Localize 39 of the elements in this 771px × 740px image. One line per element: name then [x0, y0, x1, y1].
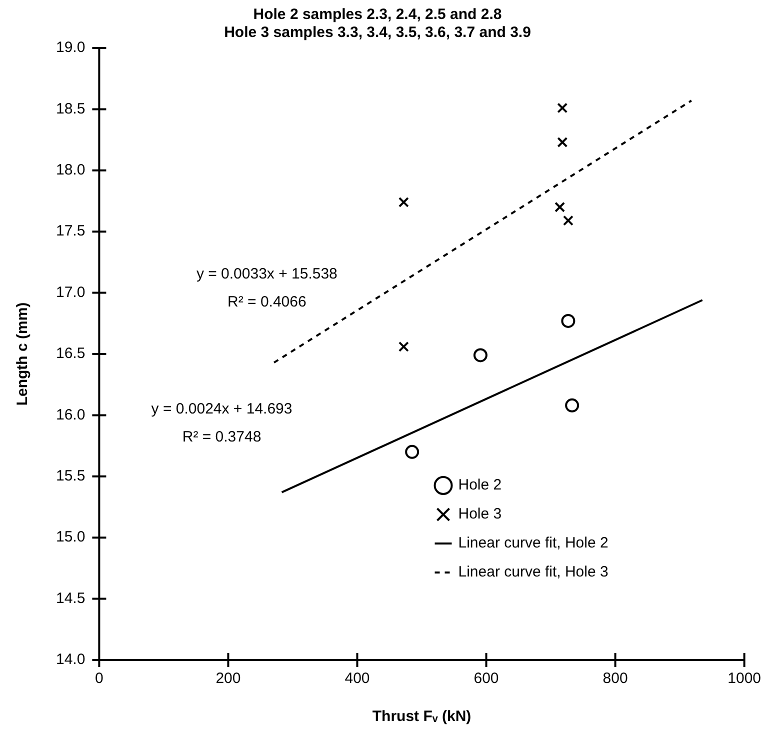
y-tick-label: 19.0: [56, 39, 86, 56]
y-tick-label: 15.0: [56, 528, 86, 546]
point: [473, 348, 488, 362]
y-tick-label: 15.5: [56, 468, 86, 485]
x-tick-label: 400: [344, 670, 370, 688]
y-axis-title: Length c (mm): [14, 302, 32, 406]
legend-label: Linear curve fit, Hole 2: [458, 534, 608, 552]
point: [565, 398, 580, 412]
x-tick-label: 1000: [728, 670, 762, 688]
x-tick-label: 800: [602, 670, 628, 688]
y-tick-label: 18.0: [56, 162, 86, 179]
annotation: R² = 0.4066: [228, 293, 306, 310]
point: [554, 202, 566, 212]
point: [557, 137, 568, 148]
point: [398, 341, 409, 352]
y-tick-label: 17.5: [56, 222, 86, 240]
x-tick-label: 0: [95, 670, 104, 688]
annotation: y = 0.0033x + 15.538: [196, 266, 338, 283]
text: Hole 3 samples 3.3, 3.4, 3.5, 3.6, 3.7 and 3.9: [224, 24, 531, 42]
x-axis-title: Thrust Fᵥ (kN): [372, 708, 472, 726]
y-tick-label: 16.5: [56, 345, 86, 362]
annotation: y = 0.0024x + 14.693: [151, 400, 292, 418]
y-tick-label: 14.5: [56, 590, 86, 607]
point: [405, 444, 420, 459]
legend-label: Hole 3: [458, 506, 502, 523]
legend-label: Linear curve fit, Hole 3: [458, 564, 608, 581]
y-tick-label: 17.0: [56, 284, 86, 301]
y-tick-label: 18.5: [56, 100, 86, 118]
x-tick-label: 600: [474, 670, 499, 688]
annotation: R² = 0.3748: [182, 428, 262, 446]
point: [557, 102, 568, 114]
legend-label: Hole 2: [458, 476, 502, 494]
x-tick-label: 200: [216, 670, 241, 688]
point: [398, 196, 409, 208]
point: [561, 314, 576, 328]
point: [562, 215, 574, 226]
text: Hole 2 samples 2.3, 2.4, 2.5 and 2.8: [253, 6, 502, 24]
y-tick-label: 16.0: [56, 406, 86, 424]
y-tick-label: 14.0: [56, 651, 86, 668]
